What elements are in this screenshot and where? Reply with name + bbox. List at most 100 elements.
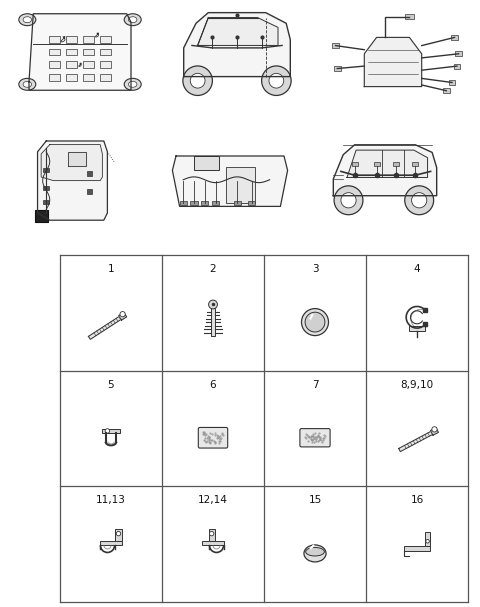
Bar: [49, 74, 60, 81]
Ellipse shape: [19, 14, 36, 25]
Bar: [49, 61, 60, 68]
Polygon shape: [399, 430, 435, 452]
Polygon shape: [198, 18, 278, 46]
Ellipse shape: [19, 78, 36, 90]
Ellipse shape: [304, 545, 326, 562]
Bar: [393, 162, 399, 166]
Bar: [36, 210, 48, 222]
Bar: [211, 308, 215, 336]
Ellipse shape: [124, 14, 141, 25]
Circle shape: [426, 540, 429, 543]
Circle shape: [262, 66, 291, 95]
Bar: [43, 186, 49, 190]
Polygon shape: [37, 141, 108, 220]
Bar: [84, 49, 94, 55]
Text: 5: 5: [108, 379, 114, 390]
Circle shape: [334, 186, 363, 215]
Bar: [334, 66, 340, 71]
Circle shape: [209, 531, 214, 536]
FancyBboxPatch shape: [198, 427, 228, 448]
Polygon shape: [172, 156, 288, 206]
Text: 11,13: 11,13: [96, 495, 126, 506]
Bar: [86, 189, 92, 194]
Circle shape: [183, 66, 212, 95]
Circle shape: [341, 192, 356, 208]
Ellipse shape: [124, 78, 141, 90]
Bar: [102, 429, 120, 433]
Bar: [412, 162, 419, 166]
Bar: [456, 52, 462, 56]
Bar: [201, 201, 208, 205]
Bar: [191, 201, 198, 205]
Circle shape: [269, 73, 284, 88]
Bar: [43, 168, 49, 172]
Text: 15: 15: [308, 495, 322, 506]
Ellipse shape: [129, 81, 137, 87]
Bar: [209, 529, 215, 541]
Bar: [443, 88, 450, 93]
Text: 12,14: 12,14: [198, 495, 228, 506]
Circle shape: [405, 186, 433, 215]
Bar: [49, 49, 60, 55]
Bar: [203, 541, 224, 546]
Bar: [84, 61, 94, 68]
Text: 3: 3: [312, 264, 318, 274]
Bar: [404, 546, 430, 551]
Bar: [180, 201, 187, 205]
Polygon shape: [68, 152, 86, 166]
Circle shape: [190, 73, 205, 88]
Text: 4: 4: [414, 264, 420, 274]
Bar: [66, 36, 77, 42]
Polygon shape: [333, 145, 437, 195]
Circle shape: [209, 300, 217, 309]
Bar: [43, 200, 49, 205]
Ellipse shape: [23, 81, 32, 87]
Bar: [84, 74, 94, 81]
Bar: [84, 36, 94, 42]
Bar: [66, 49, 77, 55]
Circle shape: [116, 531, 120, 536]
Bar: [100, 74, 110, 81]
Polygon shape: [29, 14, 131, 90]
Text: 6: 6: [210, 379, 216, 390]
FancyBboxPatch shape: [300, 429, 330, 447]
Ellipse shape: [129, 17, 137, 22]
Polygon shape: [431, 428, 438, 435]
Bar: [66, 74, 77, 81]
Bar: [405, 15, 413, 19]
Circle shape: [305, 312, 325, 332]
Circle shape: [301, 308, 328, 336]
Circle shape: [105, 429, 109, 433]
Ellipse shape: [23, 17, 32, 22]
Text: 16: 16: [410, 495, 424, 506]
Bar: [451, 35, 458, 40]
Bar: [100, 36, 110, 42]
Bar: [100, 541, 121, 546]
Bar: [454, 64, 460, 69]
Bar: [66, 61, 77, 68]
Text: 7: 7: [312, 379, 318, 390]
Bar: [100, 61, 110, 68]
Bar: [234, 201, 241, 205]
Bar: [374, 162, 381, 166]
Bar: [409, 327, 425, 331]
Circle shape: [411, 192, 427, 208]
Polygon shape: [119, 313, 127, 320]
Circle shape: [432, 427, 437, 432]
Bar: [332, 43, 339, 48]
Bar: [449, 80, 456, 85]
Bar: [248, 201, 255, 205]
Text: 8,9,10: 8,9,10: [400, 379, 433, 390]
Text: 2: 2: [210, 264, 216, 274]
Bar: [49, 36, 60, 42]
Bar: [212, 201, 219, 205]
Polygon shape: [41, 144, 102, 181]
Bar: [100, 49, 110, 55]
Polygon shape: [88, 315, 123, 339]
Bar: [115, 529, 121, 541]
Ellipse shape: [306, 548, 324, 556]
Bar: [86, 171, 92, 175]
Polygon shape: [347, 150, 428, 177]
Bar: [227, 167, 255, 203]
Polygon shape: [364, 38, 422, 87]
